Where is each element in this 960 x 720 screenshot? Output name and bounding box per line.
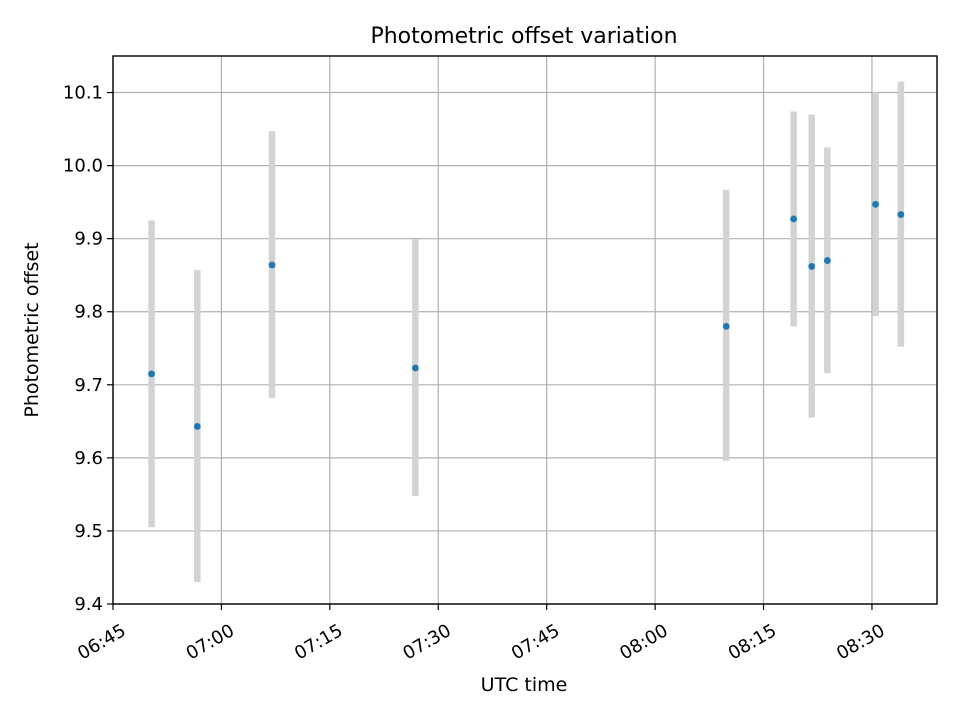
data-point xyxy=(722,322,730,330)
x-tick-label: 06:45 xyxy=(74,620,129,664)
x-tick-label: 08:15 xyxy=(725,620,780,664)
y-tick-label: 9.8 xyxy=(74,302,103,323)
y-tick-label: 9.5 xyxy=(74,521,103,542)
grid xyxy=(112,56,937,605)
data-point xyxy=(411,364,419,372)
y-tick-label: 9.7 xyxy=(74,375,103,396)
errorbars xyxy=(148,81,905,583)
data-point xyxy=(823,257,831,264)
data-point xyxy=(148,370,155,378)
data-point xyxy=(897,211,905,218)
chart-title: Photometric offset variation xyxy=(370,24,677,49)
x-tick-label: 08:30 xyxy=(833,620,888,664)
y-tick-label: 9.9 xyxy=(74,229,103,250)
y-tick-label: 10.0 xyxy=(63,156,103,177)
x-axis: 06:45 07:00 07:15 07:30 07:45 08:00 08:15 08:30 xyxy=(74,604,889,664)
data-point xyxy=(268,261,276,269)
x-tick-label: 08:00 xyxy=(616,620,671,664)
y-axis-title: Photometric offset xyxy=(21,242,43,417)
data-point xyxy=(193,423,201,430)
data-point xyxy=(790,215,798,223)
points xyxy=(148,200,905,430)
x-tick-label: 07:45 xyxy=(508,620,563,664)
x-tick-label: 07:15 xyxy=(291,620,346,664)
y-axis: 9.4 9.5 9.6 9.7 9.8 9.9 10.0 10.1 xyxy=(63,83,113,615)
y-tick-label: 9.6 xyxy=(74,448,103,469)
y-tick-label: 10.1 xyxy=(63,83,103,104)
y-tick-label: 9.4 xyxy=(74,594,103,615)
plot-frame xyxy=(112,55,938,605)
data-point xyxy=(872,200,879,208)
data-point xyxy=(808,263,816,270)
x-tick-label: 07:30 xyxy=(399,620,454,664)
x-axis-title: UTC time xyxy=(481,674,568,696)
x-tick-label: 07:00 xyxy=(183,620,238,664)
